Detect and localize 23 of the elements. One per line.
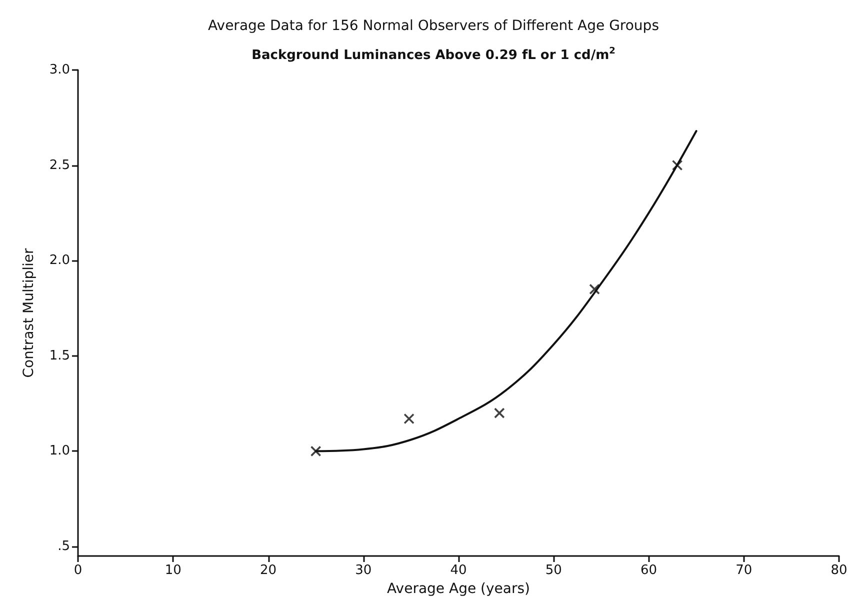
point: [589, 284, 600, 295]
x-tick-label: 50: [545, 563, 562, 578]
x-tick-label: 40: [450, 563, 467, 578]
x-tick-label: 60: [640, 563, 658, 578]
x-axis-title: Average Age (years): [387, 581, 530, 597]
point: [494, 408, 505, 418]
x-tick-label: 80: [830, 563, 848, 578]
y-tick-label: 2.5: [49, 158, 70, 173]
y-tick-label: 2.0: [49, 253, 70, 268]
y-axis-title: Contrast Multiplier: [21, 248, 37, 378]
x-tick-label: 0: [74, 563, 82, 578]
y-tick-label: 3.0: [49, 62, 70, 78]
x-tick-label: 30: [355, 563, 372, 578]
x-tick-label: 70: [736, 563, 752, 578]
x-tick-label: 20: [260, 563, 277, 578]
y-tick-label: 1.0: [49, 444, 70, 459]
y-tick-label: .5: [58, 538, 70, 554]
point: [310, 446, 322, 457]
chart-title: Average Data for 156 Normal Observers of Different Age Groups: [208, 18, 659, 34]
point: [672, 160, 683, 171]
x-tick-label: 10: [164, 563, 182, 578]
y-tick-label: 1.5: [49, 348, 70, 364]
point: [404, 413, 414, 424]
